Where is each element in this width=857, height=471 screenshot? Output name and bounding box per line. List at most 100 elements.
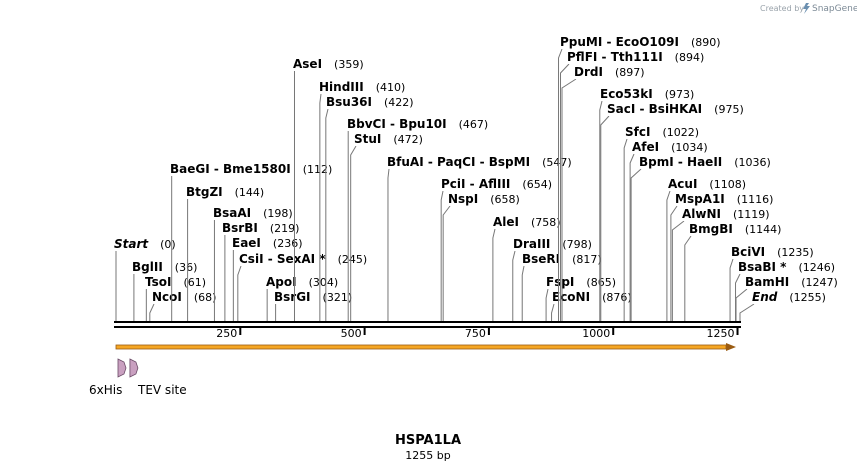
site-drdi[interactable]: DrdI (897): [561, 65, 645, 322]
feature-tev-site[interactable]: TEV site: [129, 358, 187, 397]
site-label: EaeI: [232, 236, 261, 250]
site-line: [599, 100, 603, 322]
site-bsrgi[interactable]: BsrGI (321): [273, 290, 352, 322]
site-label: BciVI: [731, 245, 765, 259]
site-line: [492, 228, 496, 322]
site-ncoi[interactable]: NcoI (68): [149, 290, 217, 322]
site-position: (36): [175, 261, 198, 274]
feature-6xhis[interactable]: 6xHis: [89, 358, 127, 397]
ruler: 250 500 750 1000 1250: [216, 327, 739, 340]
site-position: (817): [572, 253, 602, 266]
site-saci-bsihkai[interactable]: SacI - BsiHKAI (975): [600, 102, 744, 322]
site-label: AseI: [293, 57, 322, 71]
site-position: (467): [459, 118, 489, 131]
site-line: [560, 63, 570, 322]
ruler-tick-label: 1000: [582, 327, 610, 340]
site-position: (975): [714, 103, 744, 116]
site-pcii-afliii[interactable]: PciI - AflIII (654): [440, 177, 552, 322]
site-label: AfeI: [632, 140, 659, 154]
site-position: (1119): [733, 208, 770, 221]
site-line: [545, 288, 549, 322]
site-mspa1i[interactable]: MspA1I (1116): [670, 192, 773, 322]
credit-prefix: Created by: [760, 4, 804, 13]
site-tsoi[interactable]: TsoI (61): [144, 275, 206, 322]
site-baegi-bme1580i[interactable]: BaeGI - Bme1580I (112): [169, 162, 332, 322]
site-line: [521, 265, 525, 322]
site-bfuai-paqci-bspmi[interactable]: BfuAI - PaqCI - BspMI (547): [386, 155, 572, 322]
site-position: (359): [334, 58, 364, 71]
site-position: (219): [270, 222, 300, 235]
site-line: [558, 48, 563, 322]
feature-tags: 6xHis TEV site: [89, 358, 187, 397]
site-position: (1022): [662, 126, 699, 139]
site-apoi[interactable]: ApoI (304): [265, 275, 338, 322]
site-bsrbi[interactable]: BsrBI (219): [221, 221, 299, 322]
site-line: [237, 265, 242, 322]
snapgene-logo-icon: [803, 3, 810, 14]
site-csii-sexai[interactable]: CsiI - SexAI * (245): [237, 252, 367, 322]
site-label: DraIII: [513, 237, 550, 251]
site-line: [512, 250, 516, 322]
site-sfci[interactable]: SfcI (1022): [623, 125, 699, 322]
site-label: Eco53kI: [600, 87, 653, 101]
site-asei[interactable]: AseI (359): [292, 57, 364, 322]
site-nspi[interactable]: NspI (658): [442, 192, 520, 322]
site-line: [671, 220, 685, 322]
site-label: End: [752, 290, 778, 304]
site-label: BbvCI - Bpu10I: [347, 117, 447, 131]
site-position: (890): [691, 36, 721, 49]
site-label: AleI: [493, 215, 519, 229]
site-afei[interactable]: AfeI (1034): [629, 140, 708, 322]
site-stui[interactable]: StuI (472): [350, 132, 423, 322]
credit-brand: SnapGene: [812, 4, 857, 14]
site-line: [670, 205, 678, 322]
site-btgzi[interactable]: BtgZI (144): [185, 185, 264, 322]
site-label: AlwNI: [682, 207, 721, 221]
site-alei[interactable]: AleI (758): [492, 215, 561, 322]
site-position: (798): [562, 238, 592, 251]
site-alwni[interactable]: AlwNI (1119): [671, 207, 770, 322]
site-line: [387, 168, 390, 322]
site-label: BsrGI: [274, 290, 311, 304]
site-bpmi-haeii[interactable]: BpmI - HaeII (1036): [630, 155, 771, 322]
site-end[interactable]: End (1255): [739, 290, 826, 322]
site-label: BaeGI - Bme1580I: [170, 162, 291, 176]
site-position: (144): [235, 186, 265, 199]
site-bsu36i[interactable]: Bsu36I (422): [325, 95, 414, 322]
orf-bar[interactable]: [115, 344, 727, 350]
site-econi[interactable]: EcoNI (876): [551, 290, 632, 322]
site-bamhi[interactable]: BamHI (1247): [735, 275, 838, 322]
site-bsaai[interactable]: BsaAI (198): [212, 206, 293, 322]
site-pflfi-tth111i[interactable]: PflFI - Tth111I (894): [560, 50, 705, 322]
site-bsabi[interactable]: BsaBI * (1246): [735, 260, 836, 322]
site-label: BseRI: [522, 252, 560, 266]
site-line: [623, 138, 628, 322]
site-draiii[interactable]: DraIII (798): [512, 237, 592, 322]
ruler-tick-label: 500: [341, 327, 362, 340]
site-bcivi[interactable]: BciVI (1235): [729, 245, 814, 322]
site-ppumi-ecoo109i[interactable]: PpuMI - EcoO109I (890): [558, 35, 721, 322]
site-label: Start: [114, 237, 149, 251]
site-position: (1247): [801, 276, 838, 289]
site-bglii[interactable]: BglII (36): [131, 260, 197, 322]
site-eco53ki[interactable]: Eco53kI (973): [599, 87, 694, 322]
site-position: (304): [309, 276, 339, 289]
ruler-tick-label: 1250: [707, 327, 735, 340]
site-bbvci-bpu10i[interactable]: BbvCI - Bpu10I (467): [346, 117, 488, 322]
site-line: [442, 205, 451, 322]
site-position: (897): [615, 66, 645, 79]
site-label: PpuMI - EcoO109I: [560, 35, 679, 49]
site-line: [440, 190, 444, 322]
site-eaei[interactable]: EaeI (236): [231, 236, 303, 322]
site-bseri[interactable]: BseRI (817): [521, 252, 602, 322]
site-position: (1255): [789, 291, 826, 304]
site-line: [350, 145, 357, 322]
site-hindiii[interactable]: HindIII (410): [318, 80, 405, 322]
site-bmgbi[interactable]: BmgBI (1144): [684, 222, 782, 322]
site-line: [666, 190, 671, 322]
site-position: (973): [665, 88, 695, 101]
site-position: (654): [522, 178, 552, 191]
orf-feature[interactable]: [115, 343, 736, 351]
sequence-name: HSPA1LA: [395, 433, 461, 448]
site-acui[interactable]: AcuI (1108): [666, 177, 746, 322]
